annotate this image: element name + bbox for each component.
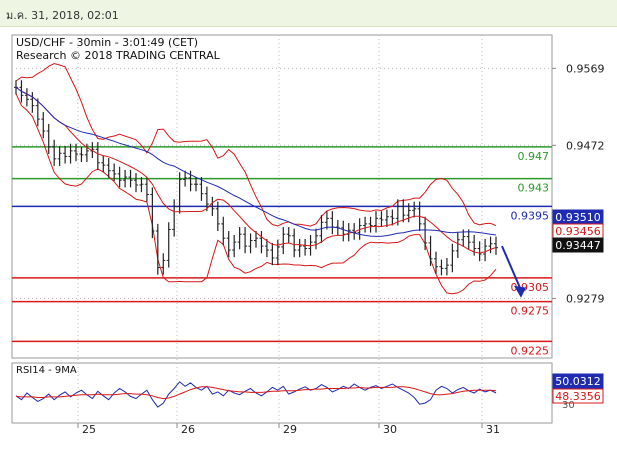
- rsi-axis-label: 30: [562, 400, 575, 411]
- y-tick-label: 0.9569: [566, 62, 605, 75]
- upper-band: [15, 62, 497, 227]
- price-tag-label: 0.93456: [555, 225, 601, 238]
- rsi-tag-label: 48.3356: [555, 390, 601, 403]
- forecast-arrowhead: [514, 285, 526, 298]
- y-tick-label: 0.9472: [566, 139, 605, 152]
- chart-title: USD/CHF - 30min - 3:01:49 (CET): [16, 36, 198, 49]
- rsi-label: RSI14 - 9MA: [16, 365, 77, 376]
- level-label: 0.9275: [511, 305, 550, 318]
- level-label: 0.947: [518, 150, 550, 163]
- level-label: 0.9225: [511, 344, 550, 357]
- chart-subtitle: Research © 2018 TRADING CENTRAL: [16, 49, 221, 62]
- moving-average-slow: [15, 86, 497, 237]
- timestamp: ม.ค. 31, 2018, 02:01: [6, 9, 119, 22]
- price-tag-label: 0.93510: [555, 211, 601, 224]
- lower-band: [15, 93, 497, 295]
- x-tick-label: 25: [82, 423, 96, 436]
- timestamp-bar: ม.ค. 31, 2018, 02:01: [0, 0, 617, 27]
- x-tick-label: 30: [383, 423, 397, 436]
- rsi-tag-label: 50.0312: [555, 375, 601, 388]
- x-tick-label: 29: [283, 423, 297, 436]
- x-tick-label: 26: [181, 423, 195, 436]
- y-tick-label: 0.9279: [566, 292, 605, 305]
- x-tick-label: 31: [486, 423, 500, 436]
- rsi-line: [15, 381, 497, 408]
- level-label: 0.9395: [511, 209, 550, 222]
- rsi-tag: [552, 373, 604, 389]
- rsi-line: [15, 386, 497, 400]
- rsi-tag: [552, 388, 604, 404]
- level-label: 0.943: [518, 182, 550, 195]
- forecast-arrow: [501, 245, 521, 289]
- moving-average-fast: [15, 86, 497, 254]
- price-tag: [552, 237, 604, 253]
- price-tag-label: 0.93447: [555, 239, 601, 252]
